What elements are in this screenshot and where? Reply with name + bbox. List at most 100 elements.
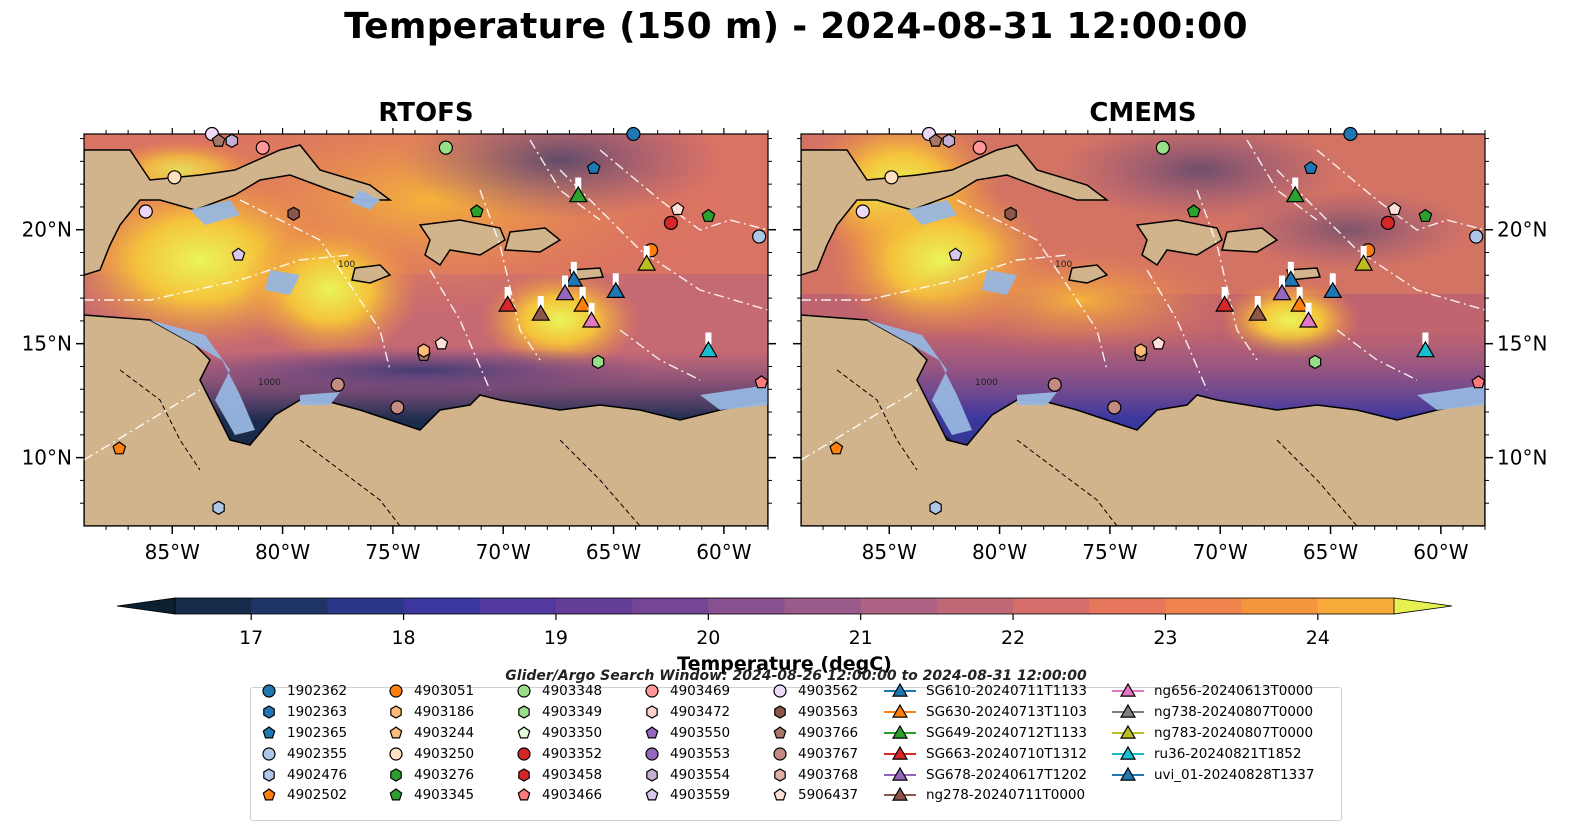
legend-hexagon-icon: [646, 705, 658, 719]
glider-track: [1254, 296, 1261, 309]
legend-item: 4903767: [772, 743, 858, 764]
legend-triangle-icon: [891, 703, 909, 718]
legend-circle-icon: [262, 684, 276, 698]
glider-marker: [606, 281, 626, 298]
legend-marker-icon: [1112, 724, 1144, 739]
legend-pentagon-icon: [645, 726, 659, 739]
legend-pentagon-icon: [517, 788, 531, 801]
legend-triangle-icon: [1119, 703, 1137, 718]
argo-float-marker: [1469, 229, 1484, 244]
argo-float-marker: [626, 126, 641, 142]
legend-item: ng738-20240807T0000: [1112, 702, 1314, 723]
legend-item: 4902502: [261, 785, 347, 806]
argo-float-marker: [972, 140, 987, 155]
legend-label: 4903051: [414, 683, 475, 700]
colorbar-bin: [175, 598, 252, 614]
argo-float-marker: [1047, 377, 1062, 392]
legend-item: 4903250: [388, 743, 474, 764]
legend-circle-icon: [645, 684, 659, 698]
legend-hexagon-icon: [518, 705, 530, 719]
legend-hexagon-icon: [390, 767, 402, 782]
glider-marker: [1323, 281, 1343, 298]
glider-track: [1329, 273, 1336, 286]
panel-title-rtofs: RTOFS: [378, 98, 474, 128]
legend-item: 4903469: [644, 681, 730, 702]
glider-marker: [1281, 270, 1301, 287]
colorbar-tick-label: 18: [391, 627, 415, 649]
colorbar-tick-label: 20: [696, 627, 720, 649]
argo-float-marker: [231, 247, 246, 261]
legend-label: 4903768: [798, 766, 859, 783]
argo-float-marker: [167, 170, 182, 185]
map-panel-rtofs: [83, 133, 769, 527]
legend-label: 4903276: [414, 766, 475, 783]
argo-float-marker: [1151, 336, 1166, 350]
legend-marker-icon: [884, 787, 916, 802]
figure-title: Temperature (150 m) - 2024-08-31 12:00:0…: [344, 6, 1248, 47]
glider-marker: [1215, 295, 1235, 312]
legend-triangle-icon: [1119, 683, 1137, 698]
glider-track: [1422, 332, 1429, 345]
colorbar-bin: [479, 598, 557, 614]
y-tick-label: 10°N: [1497, 446, 1547, 470]
argo-float-marker: [752, 229, 767, 244]
argo-float-marker: [1380, 215, 1396, 230]
legend-marker-icon: [1112, 703, 1144, 718]
colorbar-bin: [1165, 598, 1243, 614]
argo-float-marker: [1343, 126, 1358, 142]
glider-marker: [581, 311, 601, 328]
glider-track: [1360, 245, 1367, 258]
legend-pentagon-icon: [645, 788, 659, 801]
y-tick-label: 10°N: [22, 446, 72, 470]
legend-item: SG678-20240617T1202: [884, 764, 1087, 785]
colorbar-bin: [327, 598, 405, 614]
colorbar-bin: [860, 598, 938, 614]
glider-track: [575, 177, 582, 190]
legend-label: SG649-20240712T1133: [926, 724, 1087, 741]
legend-item: 4903559: [644, 785, 730, 806]
legend-marker-icon: [773, 684, 787, 698]
x-tick-label: 85°W: [862, 540, 917, 564]
legend-item: ng783-20240807T0000: [1112, 723, 1314, 744]
argo-float-marker: [829, 441, 844, 455]
colorbar-title: Temperature (degC): [677, 653, 892, 675]
legend-marker-icon: [262, 747, 276, 761]
legend-item: 4903349: [516, 702, 602, 723]
legend-pentagon-icon: [389, 726, 403, 739]
argo-float-marker: [1387, 201, 1402, 216]
colorbar-bin: [784, 598, 862, 614]
legend-triangle-icon: [891, 766, 909, 781]
legend-item: 4903352: [516, 743, 602, 764]
argo-float-marker: [670, 201, 685, 216]
legend-marker-icon: [884, 683, 916, 698]
legend-item: 5906437: [772, 785, 858, 806]
argo-float-marker: [586, 160, 601, 174]
colorbar-bin: [632, 598, 709, 614]
colorbar-bin: [708, 598, 785, 614]
legend-marker-icon: [884, 745, 916, 760]
legend-column: 4903051 4903186 4903244 4903250 4903276 49033…: [388, 681, 474, 806]
glider-track: [1296, 286, 1303, 299]
legend-label: SG610-20240711T1133: [926, 683, 1087, 700]
argo-float-marker: [884, 170, 899, 185]
x-tick-label: 80°W: [972, 540, 1027, 564]
legend-marker-icon: [645, 726, 659, 739]
glider-marker: [1415, 340, 1435, 358]
x-tick-label: 75°W: [1082, 540, 1137, 564]
legend-marker-icon: [389, 747, 403, 761]
colorbar-bin: [251, 598, 328, 614]
legend-label: 4903244: [414, 724, 475, 741]
glider-track: [537, 296, 544, 309]
legend-label: 4903349: [542, 704, 603, 721]
argo-float-marker: [255, 140, 270, 155]
glider-marker: [555, 283, 575, 301]
legend-label: 4903466: [542, 787, 603, 804]
colorbar-bin: [555, 598, 633, 614]
legend-item: SG649-20240712T1133: [884, 723, 1087, 744]
legend-item: 4902476: [261, 764, 347, 785]
glider-marker: [1272, 283, 1292, 301]
legend-triangle-icon: [1119, 766, 1137, 781]
platform-markers: [112, 126, 1486, 515]
legend-marker-icon: [389, 684, 403, 698]
legend-marker-icon: [263, 767, 275, 782]
